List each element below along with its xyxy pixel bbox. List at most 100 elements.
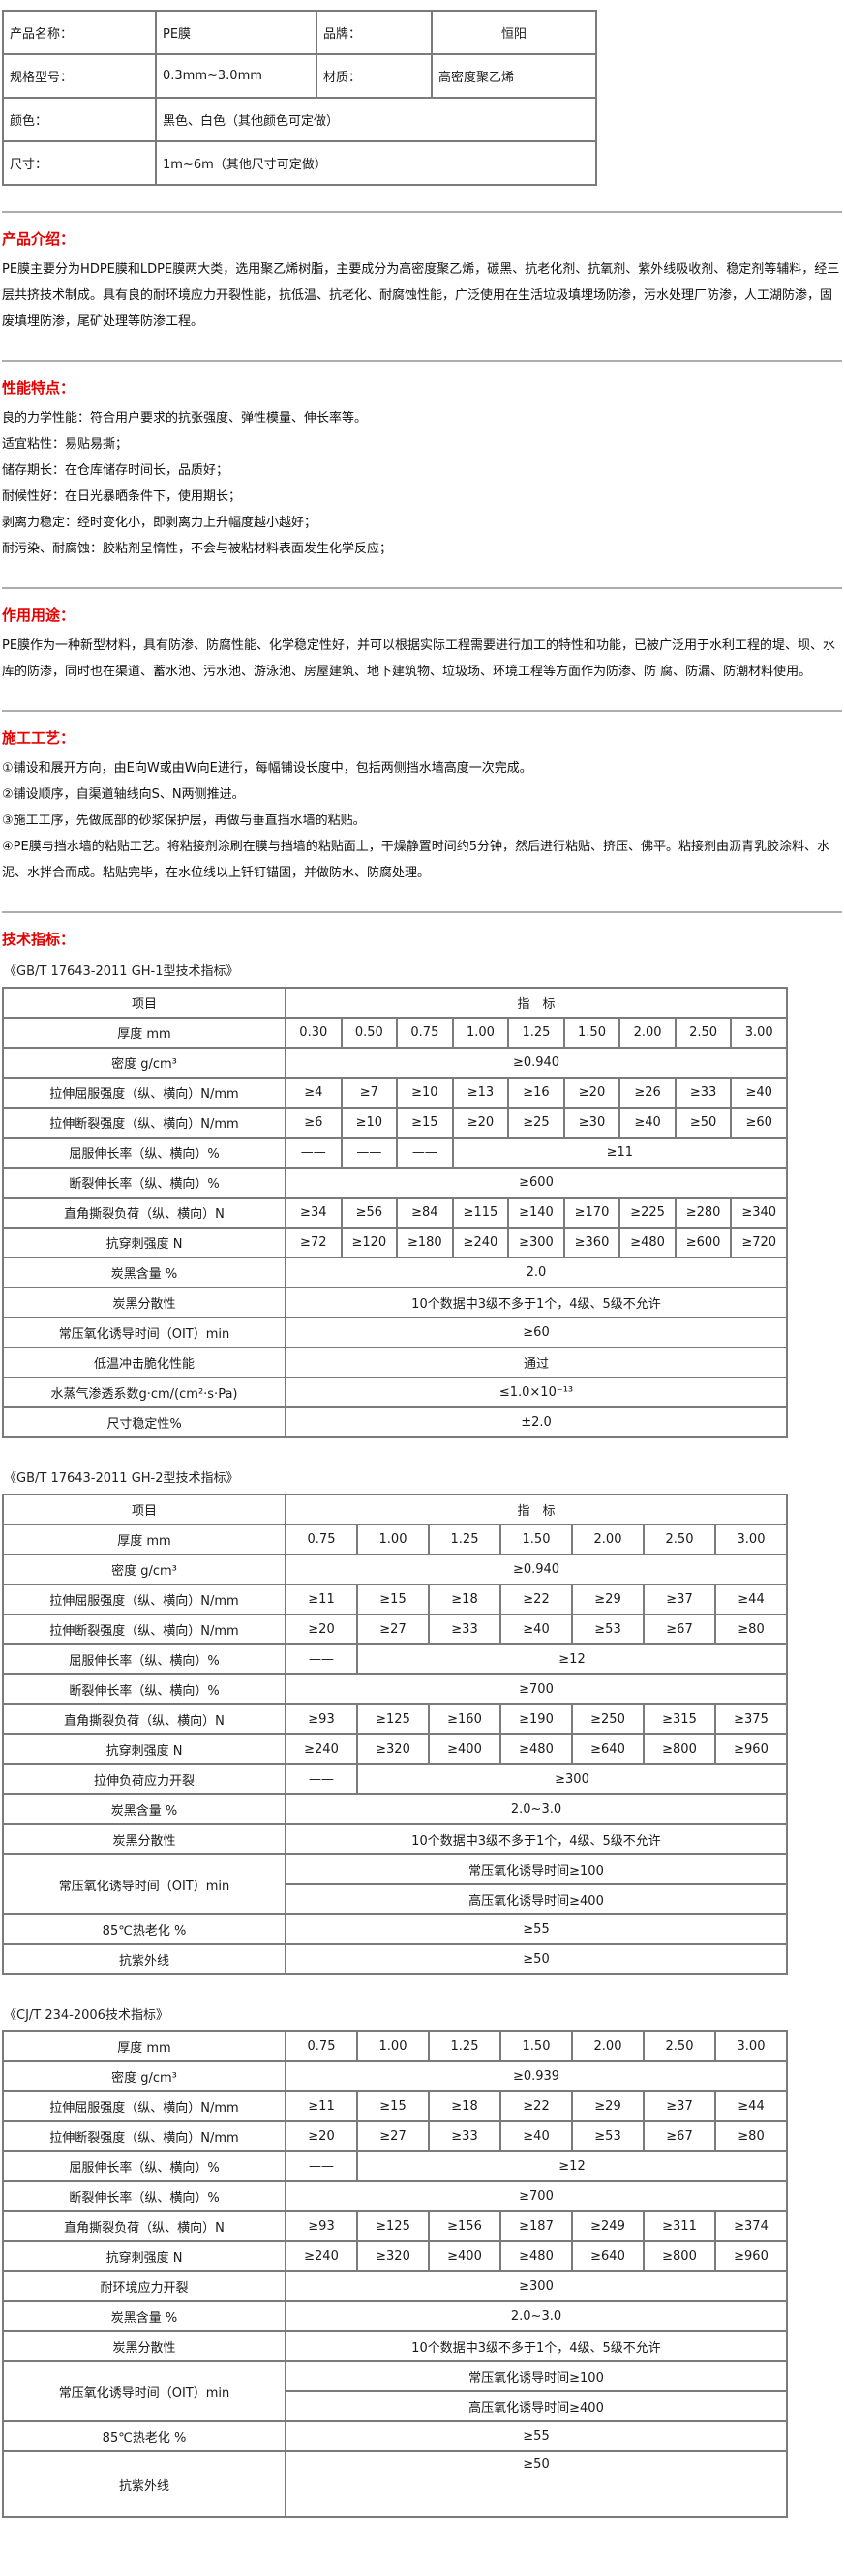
spec-value-cell: 常压氧化诱导时间≥100: [285, 2360, 788, 2392]
spec-value-cell: ≥0.939: [285, 2060, 788, 2092]
spec-row: 屈服伸长率（纵、横向）% —— ≥12: [2, 1643, 788, 1675]
spec-value-cell: ≥93: [285, 1703, 358, 1735]
spec-row: 断裂伸长率（纵、横向）% ≥700: [2, 1673, 788, 1705]
spec-row: 密度 g/cm³ ≥0.939: [2, 2060, 788, 2092]
spec-value-cell: 2.50: [674, 1017, 733, 1049]
spec-label-cell: 屈服伸长率（纵、横向）%: [2, 1643, 286, 1675]
info-label-cell: 尺寸：: [2, 140, 157, 186]
spec-value-cell: ≥311: [643, 2210, 716, 2242]
spec-value-cell: 0.50: [340, 1017, 399, 1049]
spec-value-cell: ≥30: [562, 1107, 621, 1139]
spec-table-title: 《CJ/T 234-2006技术指标》: [4, 2008, 168, 2023]
spec-value-cell: ≥22: [499, 2090, 573, 2122]
info-value-cell: 0.3mm~3.0mm: [155, 53, 317, 99]
spec-value-cell: ≥29: [571, 1584, 645, 1615]
spec-value-cell: ≥960: [714, 1733, 788, 1765]
spec-value-cell: ≥960: [714, 2240, 788, 2272]
spec-value-cell: 1.00: [356, 2030, 430, 2062]
spec-value-cell: ≥16: [507, 1077, 565, 1109]
spec-value-cell: ≥15: [356, 1584, 430, 1615]
spec-value-cell: ≥6: [285, 1107, 343, 1139]
section-body-process: ①铺设和展开方向，由E向W或由W向E进行，每幅铺设长度中，包括两侧挡水墙高度一次…: [2, 755, 842, 886]
spec-row: 密度 g/cm³ ≥0.940: [2, 1047, 788, 1079]
spec-value-cell: ≥240: [285, 1733, 358, 1765]
spec-value-cell: 0.75: [285, 1524, 358, 1555]
spec-row: 屈服伸长率（纵、横向）% —— ≥12: [2, 2150, 788, 2182]
spec-table: 项目指 标厚度 mm 0.75 1.00 1.25 1.50 2.00 2.50 3.00 密度…: [2, 1494, 788, 1975]
spec-row: 屈服伸长率（纵、横向）% —— —— —— ≥11: [2, 1137, 789, 1169]
spec-value-cell: ≥240: [451, 1227, 510, 1258]
spec-label-cell: 常压氧化诱导时间（OIT）min: [2, 2360, 286, 2422]
spec-value-cell: ≥93: [285, 2210, 358, 2242]
section-body-intro: PE膜主要分为HDPE膜和LDPE膜两大类，选用聚乙烯树脂，主要成分为高密度聚乙…: [2, 256, 842, 335]
spec-row: 拉伸断裂强度（纵、横向）N/mm ≥6 ≥10 ≥15 ≥20 ≥25 ≥30 ≥40 ≥50 ≥…: [2, 1107, 788, 1139]
spec-value-cell: 1.50: [499, 1524, 573, 1555]
spec-value-cell: ≥15: [396, 1107, 454, 1139]
spec-value-cell: ≥53: [571, 1614, 645, 1645]
spec-label-cell: 85℃热老化 %: [2, 2420, 286, 2452]
spec-label-cell: 屈服伸长率（纵、横向）%: [2, 1137, 286, 1169]
spec-row: 抗穿刺强度 N ≥72 ≥120 ≥180 ≥240 ≥300 ≥360 ≥480 ≥600 ≥7…: [2, 1227, 788, 1258]
spec-value-cell: ≥11: [285, 1584, 358, 1615]
spec-value-cell: ≥374: [714, 2210, 788, 2242]
section-intro: 产品介绍： PE膜主要分为HDPE膜和LDPE膜两大类，选用聚乙烯树脂，主要成分…: [2, 211, 842, 335]
spec-value-cell: ≥13: [451, 1077, 510, 1109]
info-value-cell: 1m~6m（其他尺寸可定做）: [155, 140, 597, 186]
spec-value-cell: ≥29: [571, 2090, 645, 2122]
spec-value-cell: 1.00: [356, 1524, 430, 1555]
info-value-cell: 恒阳: [431, 10, 597, 55]
spec-value-cell: ≥25: [507, 1107, 565, 1139]
spec-value-cell: ≥44: [714, 1584, 788, 1615]
spec-row: 常压氧化诱导时间（OIT）min 常压氧化诱导时间≥100: [2, 2360, 788, 2422]
spec-value-cell: ≥480: [499, 2240, 573, 2272]
spec-value-cell: ≥480: [499, 1733, 573, 1765]
spec-value-cell: ≥50: [285, 2450, 788, 2518]
spec-value-cell: ≥120: [340, 1227, 399, 1258]
info-table-row: 规格型号： 0.3mm~3.0mm 材质： 高密度聚乙烯: [2, 53, 597, 99]
section-divider: [2, 710, 842, 712]
spec-value-cell: 2.0~3.0: [285, 1793, 788, 1825]
spec-row: 炭黑含量 % 2.0~3.0: [2, 1793, 788, 1825]
spec-label-cell: 直角撕裂负荷（纵、横向）N: [2, 2210, 286, 2242]
spec-value-cell: ≥18: [428, 1584, 501, 1615]
spec-value-cell: ≥27: [356, 2120, 430, 2152]
spec-table: 厚度 mm 0.75 1.00 1.25 1.50 2.00 2.50 3.00 密度 g/cm…: [2, 2030, 788, 2518]
spec-label-cell: 拉伸负荷应力开裂: [2, 1763, 286, 1795]
spec-value-cell: ≥22: [499, 1584, 573, 1615]
product-info-table: 产品名称： PE膜 品牌： 恒阳 规格型号： 0.3mm~3.0mm 材质： 高密度聚乙烯 颜色…: [2, 10, 597, 186]
spec-value-cell: ≤1.0×10⁻¹³: [285, 1377, 788, 1408]
spec-row: 厚度 mm 0.75 1.00 1.25 1.50 2.00 2.50 3.00: [2, 2030, 788, 2062]
spec-row: 拉伸屈服强度（纵、横向）N/mm ≥11 ≥15 ≥18 ≥22 ≥29 ≥37 ≥44: [2, 1584, 788, 1615]
spec-label-cell: 厚度 mm: [2, 1017, 286, 1049]
spec-value-cell: ≥400: [428, 1733, 501, 1765]
spec-value-cell: ≥20: [562, 1077, 621, 1109]
spec-value-cell: ≥640: [571, 2240, 645, 2272]
spec-value-cell: ≥67: [643, 2120, 716, 2152]
spec-row: 炭黑分散性 10个数据中3级不多于1个，4级、5级不允许: [2, 1823, 788, 1855]
spec-value-cell: ≥480: [618, 1227, 677, 1258]
spec-value-cell: ≥320: [356, 1733, 430, 1765]
spec-value-cell: 2.00: [618, 1017, 677, 1049]
section-process: 施工工艺： ①铺设和展开方向，由E向W或由W向E进行，每幅铺设长度中，包括两侧挡…: [2, 710, 842, 886]
spec-value-cell: 3.00: [714, 1524, 788, 1555]
spec-value-cell: ≥10: [340, 1107, 399, 1139]
spec-row: 抗紫外线 ≥50: [2, 1943, 788, 1975]
spec-value-cell: ≥67: [643, 1614, 716, 1645]
spec-value-cell: ≥84: [396, 1197, 454, 1229]
paragraph-line: 耐污染、耐腐蚀：胶粘剂呈惰性，不会与被粘材料表面发生化学反应；: [2, 542, 393, 556]
spec-header-item-cell: 项目: [2, 1494, 286, 1525]
spec-value-cell: ≥315: [643, 1703, 716, 1735]
spec-row: 断裂伸长率（纵、横向）% ≥600: [2, 1167, 788, 1199]
spec-value-cell: ≥60: [285, 1317, 788, 1348]
section-tech: 技术指标： 《GB/T 17643-2011 GH-1型技术指标》 项目指 标厚度…: [2, 911, 842, 2518]
spec-row: 高压氧化诱导时间≥400: [3, 1883, 788, 1915]
spec-value-cell: ≥11: [451, 1137, 789, 1169]
spec-header-item-cell: 项目: [2, 987, 286, 1019]
spec-label-cell: 抗穿刺强度 N: [2, 1733, 286, 1765]
spec-label-cell: 常压氧化诱导时间（OIT）min: [2, 1853, 286, 1915]
section-usage: 作用用途： PE膜作为一种新型材料，具有防渗、防腐性能、化学稳定性好，并可以根据…: [2, 587, 842, 685]
spec-value-cell: ≥720: [730, 1227, 788, 1258]
spec-value-cell: ≥0.940: [285, 1554, 788, 1585]
spec-value-cell: ≥180: [396, 1227, 454, 1258]
spec-row: 炭黑含量 % 2.0~3.0: [2, 2300, 788, 2332]
